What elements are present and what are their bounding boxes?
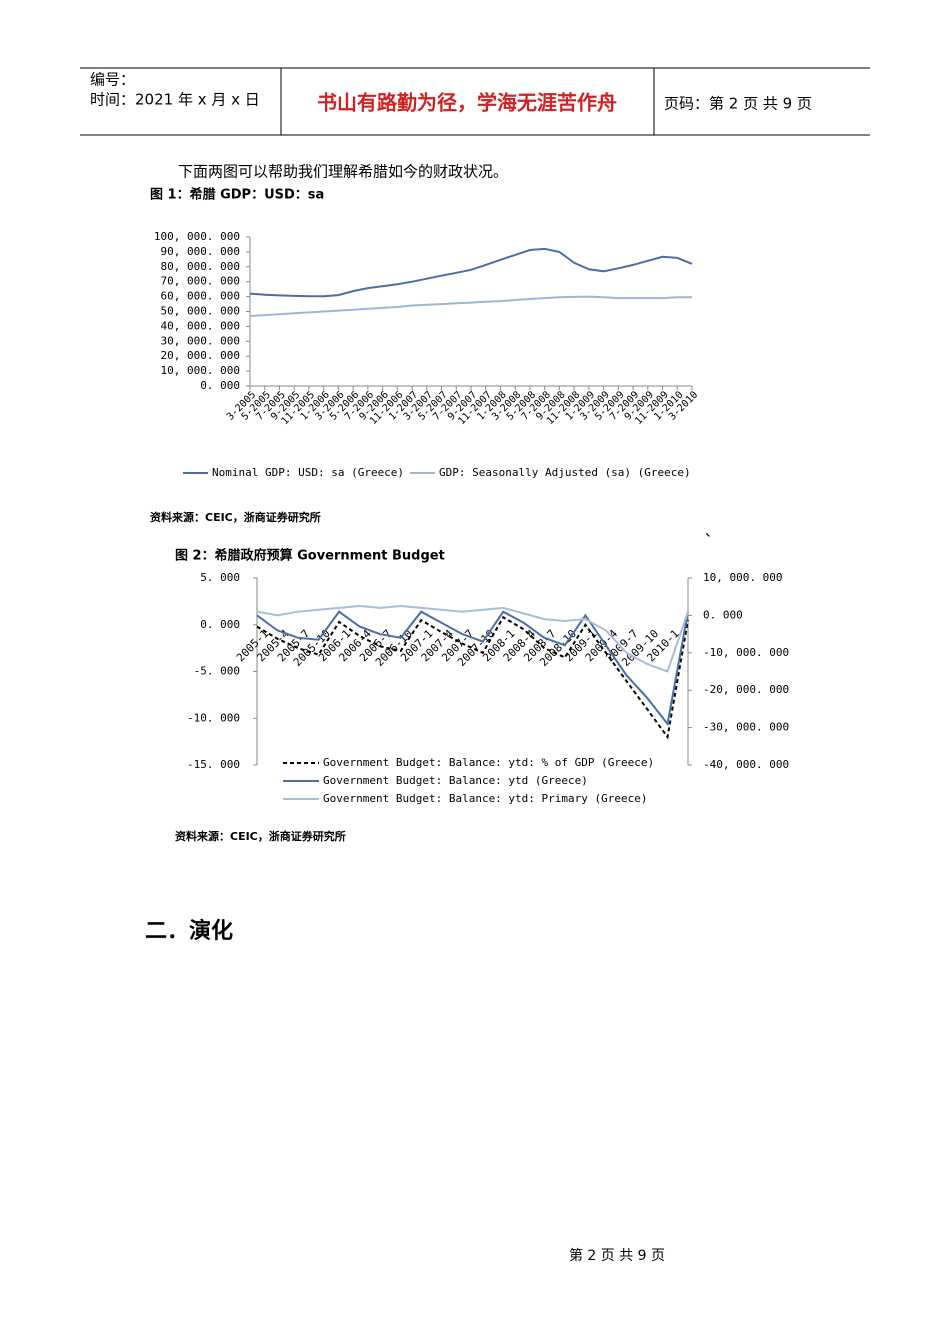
punctuation: 、: [705, 524, 719, 540]
y-tick-label: 90, 000. 000: [161, 245, 240, 258]
y-tick-label: -30, 000. 000: [703, 721, 789, 734]
figure-caption: 图 1：希腊 GDP：USD：sa: [150, 187, 324, 203]
legend-label: Government Budget: Balance: ytd: % of GD…: [323, 756, 654, 769]
y-tick-label: 80, 000. 000: [161, 260, 240, 273]
y-tick-label: 60, 000. 000: [161, 290, 240, 303]
header-page: 页码：第 2 页 共 9 页: [664, 95, 812, 113]
y-tick-label: 10, 000. 000: [703, 571, 782, 584]
legend-label: Nominal GDP: USD: sa (Greece): [212, 466, 404, 479]
data-line: [249, 295, 692, 317]
y-tick-label: 0. 000: [200, 618, 240, 631]
y-tick-label: 10, 000. 000: [161, 364, 240, 377]
page-footer: 第 2 页 共 9 页: [569, 1247, 665, 1264]
header-motto: 书山有路勤为径，学海无涯苦作舟: [317, 91, 617, 115]
data-line: [256, 604, 689, 673]
figure-source: 资料来源：CEIC，浙商证券研究所: [150, 510, 321, 524]
figure-caption: 图 2：希腊政府预算 Government Budget: [175, 548, 445, 564]
y-tick-label: 40, 000. 000: [161, 319, 240, 332]
legend-label: Government Budget: Balance: ytd: Primary…: [323, 792, 648, 805]
y-tick-label: 30, 000. 000: [161, 334, 240, 347]
legend-label: GDP: Seasonally Adjusted (sa) (Greece): [439, 466, 691, 479]
data-line: [249, 247, 693, 298]
legend-label: Government Budget: Balance: ytd (Greece): [323, 774, 588, 787]
y-tick-label: 0. 000: [703, 608, 743, 621]
y-tick-label: 20, 000. 000: [161, 349, 240, 362]
y-tick-label: -15. 000: [187, 758, 240, 771]
data-line: [256, 610, 689, 727]
intro-text: 下面两图可以帮助我们理解希腊如今的财政状况。: [178, 163, 508, 181]
y-tick-label: 100, 000. 000: [154, 230, 240, 243]
y-tick-label: -10, 000. 000: [703, 646, 789, 659]
y-tick-label: 5. 000: [200, 571, 240, 584]
y-tick-label: -5. 000: [194, 665, 240, 678]
figure-source: 资料来源：CEIC，浙商证券研究所: [175, 829, 346, 843]
header-date: 时间：2021 年 x 月 x 日: [90, 91, 260, 109]
data-line: [256, 615, 689, 740]
y-tick-label: -20, 000. 000: [703, 683, 789, 696]
y-tick-label: -10. 000: [187, 711, 240, 724]
y-tick-label: 50, 000. 000: [161, 305, 240, 318]
y-tick-label: 0. 000: [200, 379, 240, 392]
section-heading: 二．演化: [145, 918, 233, 944]
y-tick-label: 70, 000. 000: [161, 275, 240, 288]
header-number: 编号：: [90, 71, 135, 89]
y-tick-label: -40, 000. 000: [703, 758, 789, 771]
